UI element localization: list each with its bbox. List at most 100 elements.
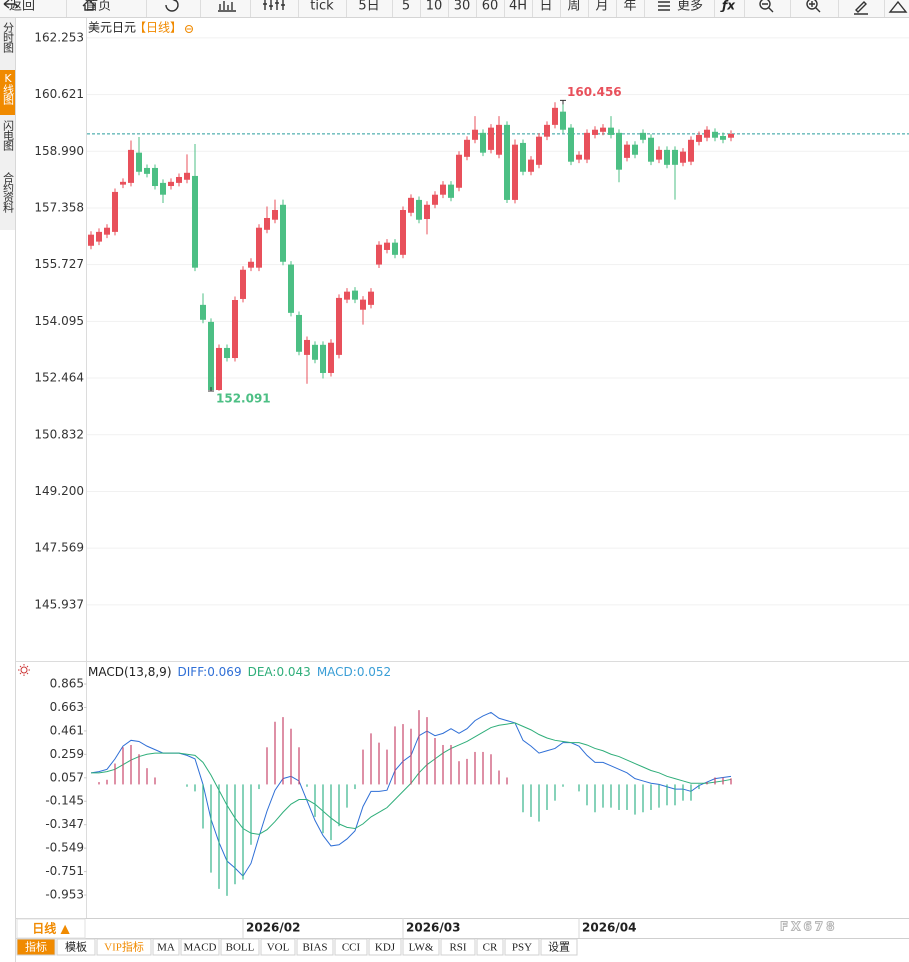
indicator-legend: MACD(13,8,9) DIFF:0.069 DEA:0.043 MACD:0.05… [88, 665, 391, 679]
settings-icon[interactable] [18, 664, 30, 676]
footer-tab[interactable] [440, 938, 476, 956]
footer-tab-label[interactable]: 设置 [548, 941, 570, 954]
toolbar-item[interactable]: 年 [623, 0, 636, 14]
candle-body [576, 154, 582, 160]
y-tick-label: 154.095 [34, 314, 84, 328]
x-tick-label: 2026/02 [246, 921, 300, 935]
footer-tab-label[interactable]: MACD [183, 942, 216, 954]
footer-tab-label[interactable]: VOL [267, 942, 290, 954]
candle-body [672, 149, 678, 165]
y-tick-label: 152.464 [34, 371, 84, 385]
footer-tab-label[interactable]: 模板 [65, 940, 87, 954]
footer-tab[interactable] [296, 938, 334, 956]
footer-tab[interactable] [540, 938, 578, 956]
toolbar-item[interactable]: 5 [402, 0, 410, 14]
menu-icon[interactable] [658, 1, 670, 11]
collapse-icon[interactable] [185, 25, 193, 33]
candle-body [128, 149, 134, 183]
candle-body [144, 167, 150, 174]
candle-body [568, 127, 574, 162]
y-tick-label: -0.751 [45, 864, 84, 878]
footer-tab-label[interactable]: MA [157, 942, 175, 954]
min-label: 152.091 [216, 392, 271, 406]
period-button[interactable] [16, 918, 86, 939]
footer-tab-label[interactable]: KDJ [375, 942, 396, 954]
footer-tab-label[interactable]: VIP指标 [104, 940, 144, 954]
toolbar-item[interactable]: 返回 [9, 0, 35, 14]
footer-tab-label[interactable]: CR [483, 942, 498, 954]
y-tick-label: -0.953 [45, 888, 84, 902]
candle-body [592, 129, 598, 135]
toolbar-item[interactable]: 首页 [85, 0, 111, 14]
footer-tab[interactable] [152, 938, 180, 956]
footer-tab[interactable] [334, 938, 368, 956]
footer-tab[interactable] [96, 938, 152, 956]
candle-body [112, 191, 118, 232]
candle-body [312, 344, 318, 360]
sidebar-tab[interactable] [0, 70, 15, 115]
sidebar-tab-label[interactable]: 闪电图 [2, 119, 15, 152]
home-icon[interactable] [82, 0, 96, 11]
toolbar-item[interactable]: 30 [454, 0, 471, 14]
chart-icon[interactable] [218, 1, 236, 12]
candle-body [296, 314, 302, 352]
toolbar-item[interactable]: 10 [426, 0, 443, 14]
refresh-icon[interactable] [165, 0, 179, 12]
candle-body [304, 339, 310, 355]
toolbar-item[interactable]: 60 [482, 0, 499, 14]
max-label: 160.456 [567, 85, 622, 99]
footer-tab-label[interactable]: CCI [342, 942, 361, 954]
footer-tab[interactable] [504, 938, 540, 956]
footer-tab-label[interactable]: RSI [449, 942, 466, 954]
candle-body [336, 297, 342, 355]
sidebar-tab-label[interactable]: K线图 [2, 72, 15, 106]
fx-icon[interactable]: ƒx [720, 0, 736, 13]
candle-body [416, 199, 422, 220]
candle-body [664, 149, 670, 165]
toolbar-item[interactable]: 月 [595, 0, 608, 14]
sidebar-tab-label[interactable]: 分时图 [2, 22, 15, 54]
sidebar-tab-label[interactable]: 合约资料 [2, 171, 15, 214]
zoom-out-icon[interactable] [759, 0, 774, 13]
toolbar-item[interactable]: 周 [567, 0, 580, 14]
triangle-icon[interactable] [888, 0, 908, 13]
footer-tab[interactable] [402, 938, 440, 956]
toolbar-item[interactable]: 4H [509, 0, 527, 14]
candle-body [456, 154, 462, 188]
candle-body [448, 184, 454, 198]
candle-body [280, 204, 286, 262]
candle-icon[interactable] [263, 0, 285, 10]
candle-body [616, 132, 622, 170]
candle-body [560, 111, 566, 130]
footer-tab[interactable] [16, 938, 56, 956]
footer-tab-label[interactable]: BOLL [226, 942, 255, 954]
toolbar-item[interactable]: tick [310, 0, 334, 14]
footer-tab[interactable] [180, 938, 220, 956]
toolbar-item[interactable]: 日 [539, 0, 552, 14]
sidebar-tab[interactable] [0, 170, 15, 230]
footer-tab-label[interactable]: BIAS [302, 942, 327, 954]
footer-tab-label[interactable]: 指标 [25, 940, 47, 954]
toolbar-item[interactable]: 5日 [358, 0, 379, 14]
y-tick-label: 157.358 [34, 200, 84, 214]
footer-tab-label[interactable]: PSY [512, 942, 532, 954]
footer-tab[interactable] [56, 938, 96, 956]
draw-icon[interactable] [854, 1, 868, 15]
candle-body [376, 244, 382, 265]
zoom-in-icon[interactable] [806, 0, 821, 13]
footer-tab-label[interactable]: LW& [409, 942, 434, 954]
footer-tab[interactable] [220, 938, 260, 956]
footer-tab[interactable] [260, 938, 296, 956]
period-button-label[interactable]: 日线 ▲ [32, 921, 70, 936]
footer-tab[interactable] [476, 938, 504, 956]
legend-name: DIFF: [178, 665, 208, 679]
sidebar-tab[interactable] [0, 118, 15, 166]
min-marker [208, 387, 214, 392]
candle-body [288, 264, 294, 313]
footer-tab[interactable] [368, 938, 402, 956]
sidebar-tab[interactable] [0, 20, 15, 68]
y-tick-label: 158.990 [34, 144, 84, 158]
back-icon[interactable] [3, 0, 18, 9]
toolbar-item[interactable]: 更多 [677, 0, 703, 14]
